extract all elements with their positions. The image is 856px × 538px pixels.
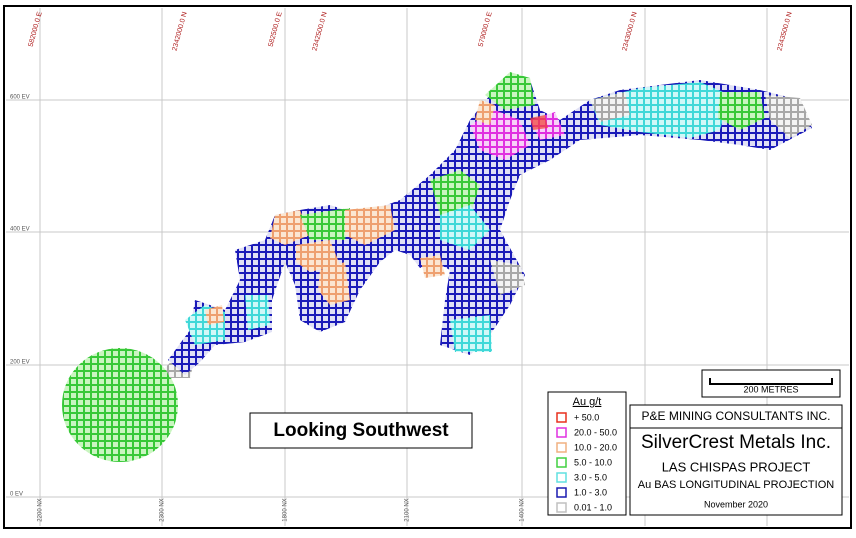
view-label: Looking Southwest	[273, 420, 449, 441]
zone	[475, 100, 495, 125]
elevation-label: 600 EV	[10, 95, 30, 101]
elevation-label: 200 EV	[10, 360, 30, 366]
legend-swatch	[556, 472, 567, 483]
zone	[440, 205, 490, 250]
legend-label: 0.01 - 1.0	[574, 502, 612, 512]
legend: + 50.0 20.0 - 50.0 10.0 - 20.0 5.0 - 10.0 3.…	[556, 412, 617, 513]
zone	[490, 260, 525, 295]
legend-title: Au g/t	[573, 396, 602, 408]
section-label: 1800 NX	[283, 498, 289, 521]
zone	[270, 210, 310, 245]
zone	[765, 95, 812, 138]
zone	[530, 115, 548, 130]
zone	[205, 305, 224, 325]
scale-bar	[709, 378, 833, 385]
consultant: P&E MINING CONSULTANTS INC.	[642, 409, 831, 423]
view-label-box	[249, 412, 473, 449]
legend-swatch	[556, 427, 567, 438]
zone	[318, 262, 350, 305]
legend-swatch	[556, 487, 567, 498]
zone	[590, 92, 630, 122]
legend-swatch	[556, 412, 567, 423]
zone	[718, 92, 765, 130]
legend-swatch	[556, 502, 567, 513]
legend-label: 3.0 - 5.0	[574, 472, 607, 482]
client: SilverCrest Metals Inc.	[641, 432, 831, 453]
legend-label: 5.0 - 10.0	[574, 457, 612, 467]
legend-label: 10.0 - 20.0	[574, 442, 617, 452]
elevation-label: 0 EV	[10, 492, 23, 498]
elevation-label: 400 EV	[10, 227, 30, 233]
legend-swatch	[556, 457, 567, 468]
date: November 2020	[704, 499, 768, 509]
zone	[300, 208, 350, 240]
section-label: 2200 NX	[38, 498, 44, 521]
zone	[345, 205, 395, 245]
legend-label: 20.0 - 50.0	[574, 427, 617, 437]
project: LAS CHISPAS PROJECT	[662, 459, 811, 474]
section-label: 2300 NX	[160, 498, 166, 521]
title-block	[629, 404, 843, 516]
zone	[420, 255, 445, 278]
zone	[245, 295, 270, 330]
legend-label: 1.0 - 3.0	[574, 487, 607, 497]
zone	[450, 315, 492, 352]
section-label: 2100 NX	[405, 498, 411, 521]
zone	[296, 240, 340, 272]
legend-label: + 50.0	[574, 412, 599, 422]
section-label: 1400 NX	[520, 498, 526, 521]
zone	[62, 348, 178, 462]
scale-label: 200 METRES	[743, 384, 798, 394]
subtitle: Au BAS LONGITUDINAL PROJECTION	[638, 479, 834, 491]
orebody	[62, 72, 812, 462]
zone	[430, 170, 480, 215]
zone	[485, 72, 535, 110]
legend-swatch	[556, 442, 567, 453]
